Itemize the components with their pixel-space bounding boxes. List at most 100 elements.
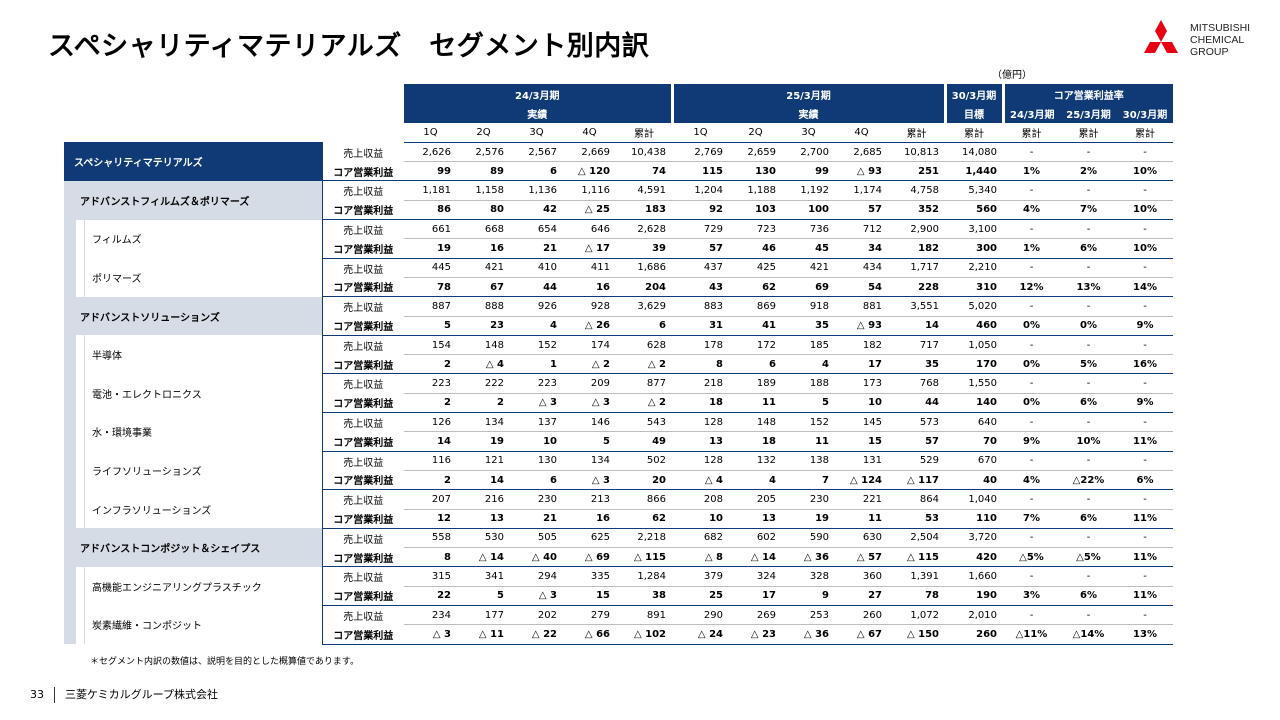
value-cell: 2,576 [457, 142, 510, 163]
value-cell: 27 [835, 586, 888, 607]
segment-label: 炭素繊維・コンポジット [92, 621, 202, 633]
table-row: インフラソリューションズ 売上収益 207 216 230 213 866 208 205 230… [64, 489, 1173, 529]
value-cell: 16 [457, 238, 510, 259]
metric-sales-label: 売上収益 [321, 180, 404, 201]
value-cell: 253 [782, 605, 835, 626]
value-cell: △ 22 [510, 624, 563, 645]
subheader-cell: 累計 [1060, 123, 1117, 143]
value-cell: 7 [782, 470, 835, 491]
value-cell: - [1117, 219, 1173, 240]
value-cell: 11 [835, 509, 888, 529]
table-row: コア営業利益 2 2 △ 3 △ 3 △ 2 18 11 5 10 44 140 0% 6% 9% [64, 393, 1173, 414]
value-cell: 19 [457, 431, 510, 452]
value-cell: 1,136 [510, 180, 563, 201]
value-cell: 3% [1003, 586, 1060, 607]
value-cell: 2,669 [563, 142, 616, 163]
value-cell: △5% [1060, 547, 1117, 568]
value-cell: 6 [510, 161, 563, 182]
metric-profit-label: コア営業利益 [321, 316, 404, 336]
value-cell: 4 [782, 354, 835, 375]
metric-sales-label: 売上収益 [321, 489, 404, 510]
segment-label: スペシャリティマテリアルズ [74, 158, 203, 170]
value-cell: 182 [835, 335, 888, 356]
value-cell: - [1117, 528, 1173, 549]
value-cell: - [1117, 180, 1173, 201]
value-cell: △ 40 [510, 547, 563, 568]
footer-company: 三菱ケミカルグループ株式会社 [65, 688, 219, 701]
header-rate-title: コア営業利益率 [1003, 83, 1173, 104]
value-cell: 173 [835, 373, 888, 394]
value-cell: △22% [1060, 470, 1117, 491]
value-cell: 1,116 [563, 180, 616, 201]
value-cell: 17 [729, 586, 782, 607]
value-cell: 110 [945, 509, 1003, 529]
value-cell: 154 [404, 335, 457, 356]
metric-profit-label: コア営業利益 [321, 161, 404, 182]
metric-sales-label: 売上収益 [321, 219, 404, 239]
value-cell: 35 [782, 316, 835, 336]
value-cell: 1,192 [782, 180, 835, 201]
value-cell: 6 [729, 354, 782, 375]
value-cell: 62 [729, 277, 782, 298]
value-cell: - [1060, 566, 1117, 587]
value-cell: - [1060, 142, 1117, 163]
value-cell: 640 [945, 412, 1003, 433]
value-cell: - [1060, 373, 1117, 394]
subheader-cell: 累計 [945, 123, 1003, 143]
value-cell: 712 [835, 219, 888, 240]
segment-name: スペシャリティマテリアルズ [64, 142, 322, 181]
subheader-cell: 2Q [457, 123, 510, 143]
value-cell: 560 [945, 200, 1003, 221]
value-cell: 341 [457, 566, 510, 587]
table-row: 炭素繊維・コンポジット 売上収益 234 177 202 279 891 290 269 253 2… [64, 605, 1173, 645]
value-cell: 92 [672, 200, 729, 221]
value-cell: 44 [888, 393, 945, 414]
value-cell: △ 2 [563, 354, 616, 375]
value-cell: - [1060, 451, 1117, 471]
value-cell: 434 [835, 258, 888, 278]
value-cell: 178 [672, 335, 729, 356]
logo-line-3: GROUP [1190, 46, 1229, 58]
value-cell: - [1003, 142, 1060, 163]
value-cell: 602 [729, 528, 782, 549]
footer: 33 三菱ケミカルグループ株式会社 [22, 686, 218, 703]
value-cell: - [1060, 605, 1117, 626]
value-cell: 1,284 [616, 566, 672, 587]
value-cell: 5 [457, 586, 510, 607]
value-cell: 1,040 [945, 489, 1003, 510]
value-cell: 2,210 [945, 258, 1003, 278]
value-cell: 573 [888, 412, 945, 433]
segment-label: 高機能エンジニアリングプラスチック [92, 582, 262, 594]
value-cell: 213 [563, 489, 616, 510]
value-cell: 14,080 [945, 142, 1003, 163]
segment-label: ポリマーズ [92, 273, 142, 285]
value-cell: △14% [1060, 624, 1117, 645]
value-cell: △ 3 [510, 586, 563, 607]
value-cell: 529 [888, 451, 945, 471]
value-cell: △ 3 [510, 393, 563, 414]
header-fy25-type: 実績 [672, 103, 947, 124]
value-cell: 768 [888, 373, 945, 394]
value-cell: 12% [1003, 277, 1060, 298]
value-cell: - [1060, 489, 1117, 510]
metric-sales-label: 売上収益 [321, 258, 404, 278]
value-cell: 421 [457, 258, 510, 278]
value-cell: 10% [1117, 161, 1173, 182]
value-cell: 1,181 [404, 180, 457, 201]
value-cell: 57 [888, 431, 945, 452]
value-cell: - [1003, 180, 1060, 201]
value-cell: 2 [404, 354, 457, 375]
value-cell: 888 [457, 296, 510, 317]
value-cell: 43 [672, 277, 729, 298]
metric-profit-label: コア営業利益 [321, 200, 404, 221]
value-cell: △ 117 [888, 470, 945, 491]
value-cell: 20 [616, 470, 672, 491]
value-cell: 11% [1117, 431, 1173, 452]
value-cell: 625 [563, 528, 616, 549]
value-cell: 1% [1003, 238, 1060, 259]
value-cell: - [1003, 528, 1060, 549]
value-cell: 13% [1117, 624, 1173, 645]
value-cell: 145 [835, 412, 888, 433]
value-cell: 10,438 [616, 142, 672, 163]
value-cell: 437 [672, 258, 729, 278]
